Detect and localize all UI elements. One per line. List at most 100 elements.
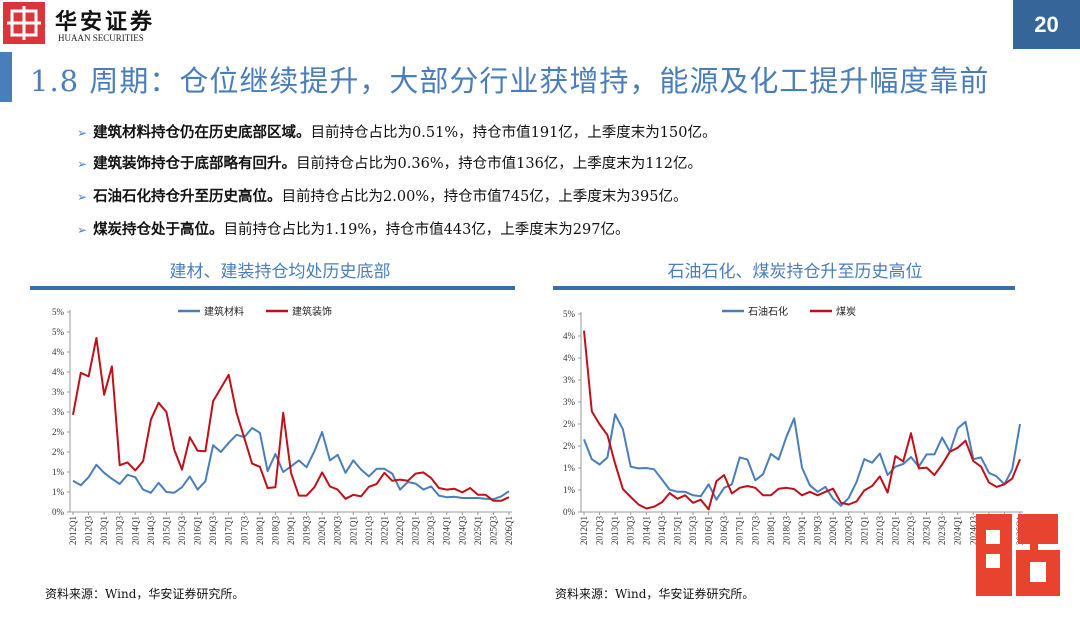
y-tick-label: 4% [563,331,576,341]
arrow-bullet-icon: ➢ [77,190,88,204]
x-tick-label: 2022Q3 [395,516,405,545]
x-tick-label: 2025Q1 [473,516,483,545]
legend-label: 建筑装饰 [292,305,332,318]
x-tick-label: 2024Q3 [457,516,467,545]
chart-divider-left [30,286,515,290]
legend-label: 建筑材料 [204,305,244,318]
bullet-bold: 建筑装饰持仓于底部略有回升。 [93,155,297,172]
arrow-bullet-icon: ➢ [77,223,88,237]
x-tick-label: 2023Q3 [937,516,947,545]
x-tick-label: 2019Q3 [302,516,312,545]
x-tick-label: 2021Q1 [348,516,358,545]
x-tick-label: 2024Q1 [953,516,963,545]
x-tick-label: 2018Q3 [270,516,280,545]
x-tick-label: 2020Q3 [844,516,854,545]
legend-label: 煤炭 [836,305,856,318]
x-tick-label: 2012Q1 [68,516,78,545]
x-tick-label: 2018Q1 [255,516,265,545]
x-tick-label: 2014Q1 [641,516,651,545]
x-tick-label: 2015Q1 [672,516,682,545]
y-tick-label: 2% [52,447,65,457]
chart-title-right: 石油石化、煤炭持仓升至历史高位 [667,262,923,282]
x-tick-label: 2022Q1 [379,516,389,545]
x-tick-label: 2019Q1 [286,516,296,545]
y-tick-label: 2% [563,441,576,451]
y-tick-label: 0% [563,507,576,517]
x-tick-label: 2013Q1 [99,516,109,545]
x-tick-label: 2020Q3 [333,516,343,545]
x-tick-label: 2015Q3 [177,516,187,545]
x-tick-label: 2014Q3 [146,516,156,545]
x-tick-label: 2012Q3 [84,516,94,545]
logo-mark [3,2,45,44]
x-tick-label: 2014Q1 [130,516,140,545]
bullet-text: 目前持仓占比为0.51%，持仓市值191亿，上季度末为150亿。 [310,125,717,141]
x-tick-label: 2021Q3 [875,516,885,545]
y-tick-label: 5% [563,309,576,319]
x-tick-label: 2016Q3 [208,516,218,545]
x-tick-label: 2012Q3 [595,516,605,545]
y-tick-label: 2% [52,427,65,437]
logo-chinese: 华安证券 [55,9,156,35]
y-tick-label: 1% [52,467,65,477]
x-tick-label: 2021Q1 [859,516,869,545]
y-tick-label: 3% [52,407,65,417]
x-tick-label: 2021Q3 [364,516,374,545]
x-tick-label: 2024Q3 [968,516,978,545]
series-line-2 [72,337,510,502]
x-tick-label: 2019Q1 [797,516,807,545]
bullet-item: ➢ 石油石化持仓升至历史高位。目前持仓占比为2.00%，持仓市值745亿，上季度末… [77,185,687,206]
x-tick-label: 2025Q3 [488,516,498,545]
y-tick-label: 5% [52,327,65,337]
x-tick-label: 2016Q1 [704,516,714,545]
x-tick-label: 2023Q1 [411,516,421,545]
chart-divider-right [553,286,1015,290]
series-line-2 [583,330,1021,511]
source-note-left: 资料来源：Wind，华安证券研究所。 [45,587,245,601]
x-tick-label: 2026Q1 [504,516,514,545]
x-tick-label: 2022Q3 [906,516,916,545]
y-tick-label: 1% [52,487,65,497]
x-tick-label: 2015Q1 [161,516,171,545]
page-title: 1.8 周期：仓位继续提升，大部分行业获增持，能源及化工提升幅度靠前 [30,64,990,98]
x-tick-label: 2020Q1 [317,516,327,545]
y-tick-label: 3% [52,387,65,397]
y-tick-label: 2% [563,419,576,429]
x-tick-label: 2023Q1 [922,516,932,545]
x-tick-label: 2013Q3 [115,516,125,545]
y-tick-label: 0% [52,507,65,517]
y-tick-label: 4% [563,353,576,363]
x-tick-label: 2022Q1 [890,516,900,545]
x-tick-label: 2017Q3 [750,516,760,545]
chart-title-left: 建材、建装持仓均处历史底部 [169,262,391,282]
arrow-bullet-icon: ➢ [77,157,88,171]
x-tick-label: 2017Q1 [735,516,745,545]
logo-english: HUAAN SECURITIES [58,33,144,43]
y-tick-label: 3% [563,375,576,385]
x-tick-label: 2019Q3 [813,516,823,545]
bullet-bold: 煤炭持仓处于高位。 [93,221,224,238]
x-tick-label: 2015Q3 [688,516,698,545]
x-tick-label: 2024Q1 [442,516,452,545]
x-tick-label: 2020Q1 [828,516,838,545]
x-tick-label: 2016Q3 [719,516,729,545]
x-tick-label: 2023Q3 [426,516,436,545]
y-tick-label: 1% [563,485,576,495]
page-number: 20 [1013,0,1080,49]
x-tick-label: 2016Q1 [193,516,203,545]
x-tick-label: 2012Q1 [579,516,589,545]
source-note-right: 资料来源：Wind，华安证券研究所。 [555,587,755,601]
y-tick-label: 3% [563,397,576,407]
x-tick-label: 2013Q1 [610,516,620,545]
y-tick-label: 5% [52,307,65,317]
bullet-bold: 石油石化持仓升至历史高位。 [93,188,282,205]
x-tick-label: 2017Q3 [239,516,249,545]
bullet-item: ➢ 建筑材料持仓仍在历史底部区域。目前持仓占比为0.51%，持仓市值191亿，上季… [77,121,716,142]
bullet-text: 目前持仓占比为1.19%，持仓市值443亿，上季度末为297亿。 [223,222,630,238]
bullet-text: 目前持仓占比为0.36%，持仓市值136亿，上季度末为112亿。 [296,156,702,172]
chart-building-materials: 0% 1% 1% 2% 2% 3% 3% 4% 4% 5% 5% 2012Q1 2012Q3 2013Q1… [52,305,514,545]
x-tick-label: 2018Q1 [766,516,776,545]
x-tick-label: 2014Q3 [657,516,667,545]
y-tick-label: 4% [52,347,65,357]
bullet-item: ➢ 建筑装饰持仓于底部略有回升。目前持仓占比为0.36%，持仓市值136亿，上季度… [77,152,702,173]
